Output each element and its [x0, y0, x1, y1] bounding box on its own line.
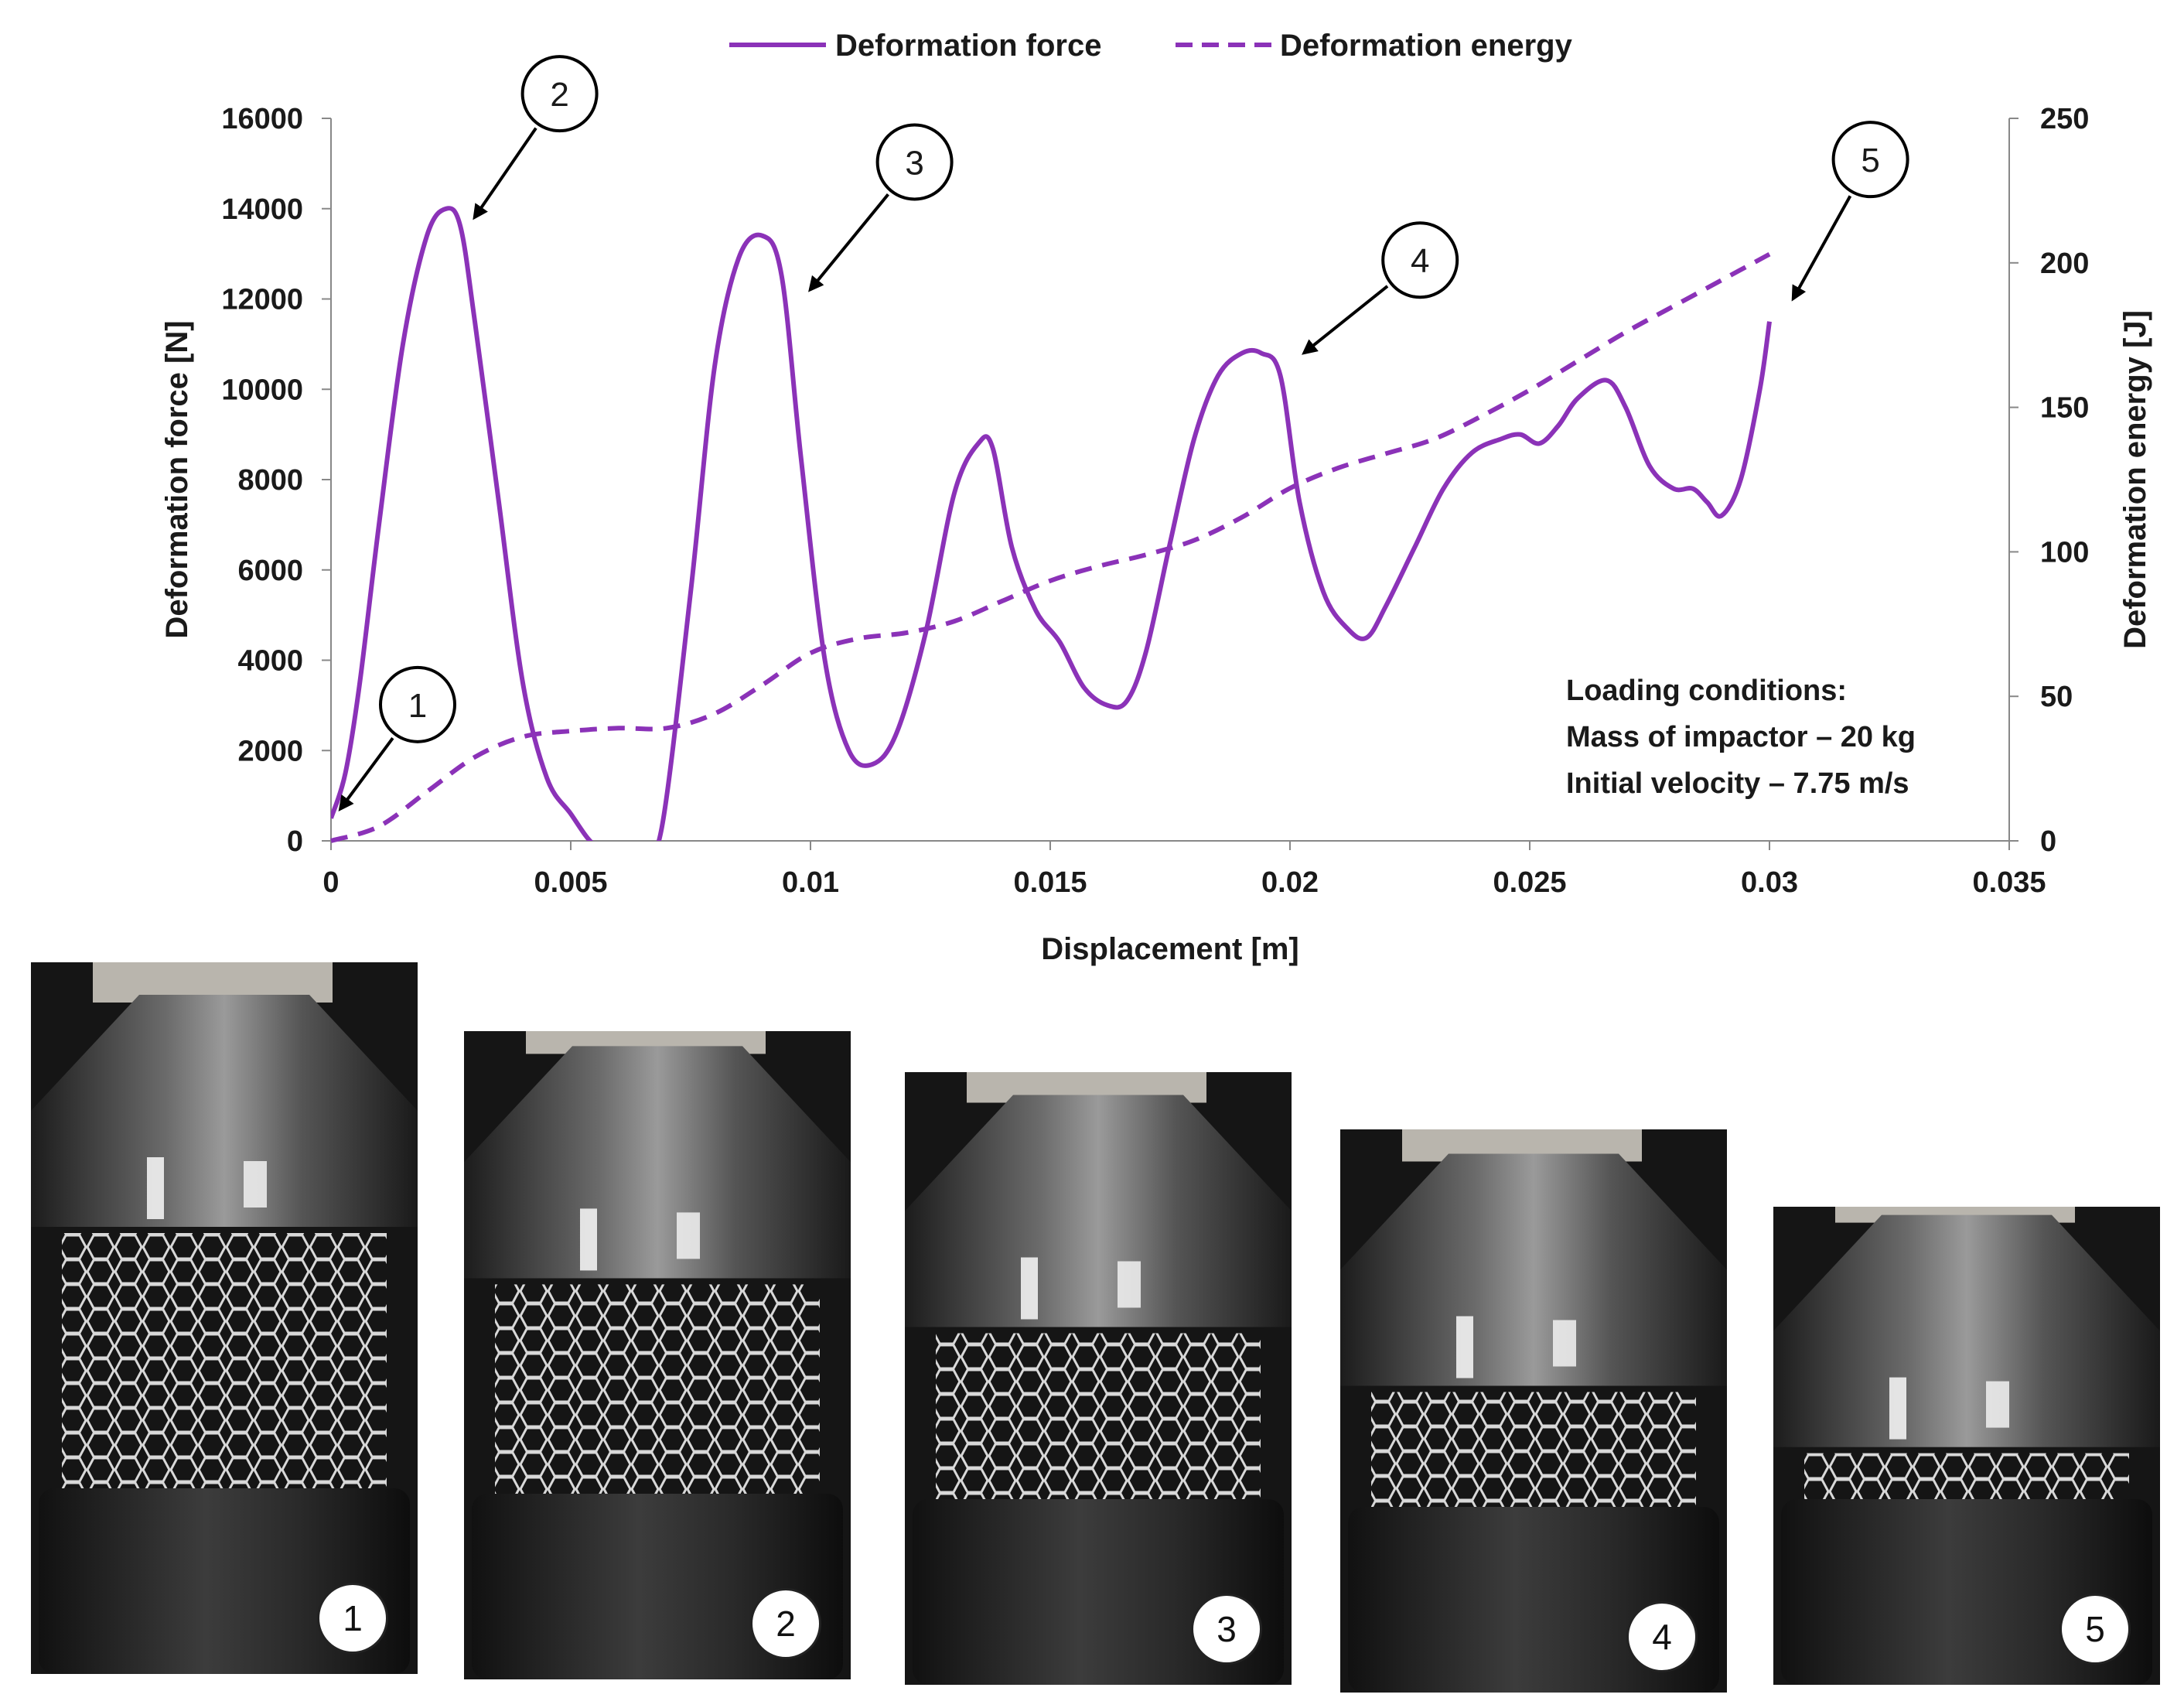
- y-right-tick-label: 150: [2040, 392, 2089, 425]
- callout-label: 5: [1861, 142, 1879, 179]
- callout-3: 3: [808, 123, 954, 292]
- x-axis-title: Displacement [m]: [1041, 932, 1298, 966]
- y-left-tick-label: 6000: [237, 555, 303, 587]
- photo-number-badge: 3: [1191, 1594, 1262, 1665]
- photo-panel: 4: [1340, 1129, 1727, 1693]
- callout-label: 1: [408, 687, 427, 725]
- y-left-tick-label: 2000: [237, 735, 303, 767]
- photo-panel: 2: [464, 1031, 851, 1679]
- photo-panel: 1: [31, 962, 418, 1674]
- x-ticks: 0 0.005 0.01 0.015 0.02 0.025 0.03 0.035: [322, 841, 2046, 899]
- y-left-ticks: 0 2000 4000 6000 8000 10000 12000 14000 16000: [221, 103, 331, 858]
- legend: Deformation force Deformation energy: [729, 29, 1573, 63]
- x-tick-label: 0.01: [782, 866, 839, 899]
- y-right-tick-label: 0: [2040, 825, 2056, 858]
- y-left-tick-label: 10000: [221, 374, 303, 406]
- y-left-tick-label: 4000: [237, 645, 303, 678]
- callout-arrow: [1302, 285, 1389, 355]
- x-tick-label: 0.02: [1261, 866, 1319, 899]
- y-right-ticks: 0 50 100 150 200 250: [2009, 103, 2089, 858]
- y-left-tick-label: 16000: [221, 103, 303, 135]
- y-left-tick-label: 14000: [221, 193, 303, 226]
- callout-4: 4: [1302, 221, 1459, 355]
- note-line-3: Initial velocity – 7.75 m/s: [1566, 767, 1909, 800]
- callout-arrow: [1791, 195, 1852, 302]
- test-rig-illustration: [464, 1031, 851, 1679]
- callout-circle: [520, 55, 599, 133]
- y-left-axis-title: Deformation force [N]: [160, 320, 194, 638]
- y-left-tick-label: 0: [287, 825, 303, 858]
- callout-label: 4: [1411, 242, 1429, 280]
- callout-circle: [1381, 221, 1459, 299]
- photo-number-badge: 5: [2059, 1594, 2131, 1665]
- callout-1: 1: [338, 665, 456, 812]
- photo-number-badge: 1: [317, 1583, 388, 1654]
- callout-2: 2: [473, 55, 599, 220]
- y-left-tick-label: 12000: [221, 284, 303, 316]
- deformation-chart: Deformation force Deformation energy 0 0.…: [160, 29, 2152, 966]
- callouts: 1 2 3 4 5: [338, 55, 1909, 812]
- x-tick-label: 0.005: [534, 866, 607, 899]
- callout-label: 3: [905, 145, 923, 183]
- y-right-tick-label: 250: [2040, 103, 2089, 135]
- x-tick-label: 0.035: [1972, 866, 2046, 899]
- x-tick-label: 0: [322, 866, 339, 899]
- callout-circle: [1831, 121, 1909, 199]
- legend-energy-label: Deformation energy: [1280, 29, 1573, 63]
- callout-arrow: [473, 127, 537, 220]
- test-rig-illustration: [1340, 1129, 1727, 1693]
- y-right-tick-label: 200: [2040, 248, 2089, 280]
- photo-number-badge: 2: [750, 1588, 821, 1659]
- photo-number-badge: 4: [1626, 1601, 1698, 1672]
- x-tick-label: 0.025: [1493, 866, 1566, 899]
- x-tick-label: 0.015: [1013, 866, 1087, 899]
- series-force-line: [331, 206, 1772, 841]
- callout-label: 2: [550, 76, 568, 114]
- legend-force-label: Deformation force: [835, 29, 1102, 63]
- callout-arrow: [808, 193, 889, 292]
- note-line-2: Mass of impactor – 20 kg: [1566, 721, 1916, 753]
- test-rig-illustration: [905, 1072, 1292, 1685]
- photo-panel: 5: [1773, 1207, 2160, 1685]
- photo-panel: 3: [905, 1072, 1292, 1685]
- x-tick-label: 0.03: [1741, 866, 1798, 899]
- y-right-axis-title: Deformation energy [J]: [2118, 310, 2152, 649]
- y-right-tick-label: 100: [2040, 536, 2089, 569]
- callout-arrow: [338, 737, 394, 812]
- series-energy-line: [330, 251, 1771, 843]
- note-line-1: Loading conditions:: [1566, 675, 1847, 707]
- loading-conditions-note: Loading conditions: Mass of impactor – 2…: [1566, 675, 1916, 800]
- callout-5: 5: [1791, 121, 1909, 302]
- y-left-tick-label: 8000: [237, 464, 303, 497]
- y-right-tick-label: 50: [2040, 681, 2073, 713]
- callout-circle: [379, 665, 456, 743]
- callout-circle: [875, 123, 954, 201]
- test-rig-illustration: [31, 962, 418, 1674]
